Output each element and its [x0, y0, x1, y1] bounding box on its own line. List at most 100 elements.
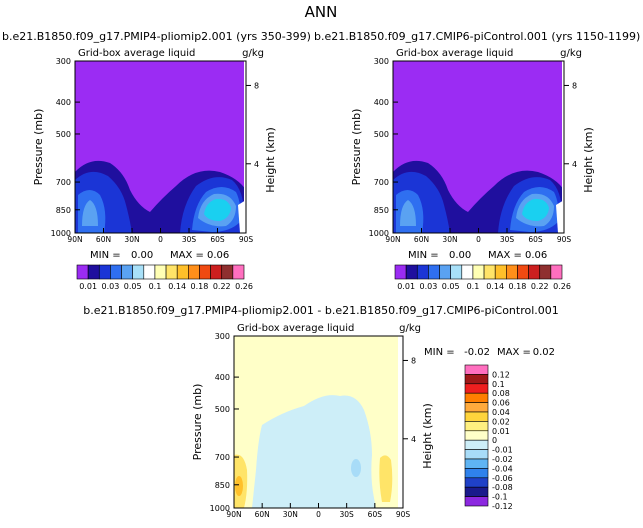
colorbar-swatch — [464, 477, 489, 488]
panel-title: b.e21.B1850.f09_g17.PMIP4-pliomip2.001 -… — [83, 304, 559, 317]
panel-subtitle: Grid-box average liquid — [237, 323, 354, 334]
colorbar-label: 0.01 — [79, 282, 97, 291]
colorbar-label: 0.14 — [168, 282, 186, 291]
colorbar-swatch — [464, 402, 489, 413]
colorbar-swatch — [464, 364, 489, 375]
colorbar-label: 0.03 — [101, 282, 119, 291]
x-tick-label: 90N — [67, 235, 82, 244]
colorbar-swatch — [483, 264, 496, 280]
x-tick-label: 90S — [239, 235, 254, 244]
x-tick-label: 30S — [500, 235, 515, 244]
colorbar-swatch — [464, 458, 489, 469]
min-label: MIN = — [408, 250, 439, 261]
min-value: -0.02 — [464, 347, 490, 358]
panel-picontrol: b.e21.B1850.f09_g17.CMIP6-piControl.001 … — [314, 30, 640, 291]
units-label: g/kg — [560, 48, 582, 59]
contour-pos-0.02 — [235, 476, 243, 496]
colorbar-swatch — [528, 264, 541, 280]
x-tick-label: 30S — [182, 235, 197, 244]
x-tick-label: 30N — [442, 235, 457, 244]
x-tick-label: 30N — [283, 510, 298, 519]
colorbar-swatch — [176, 264, 189, 280]
height-tick-label: 8 — [572, 81, 577, 90]
max-label: MAX = — [170, 250, 204, 261]
colorbar-label: 0.26 — [553, 282, 571, 291]
colorbar-swatch — [416, 264, 429, 280]
colorbar-swatch — [221, 264, 234, 280]
height-tick-label: 4 — [411, 435, 416, 444]
x-tick-label: 60S — [210, 235, 225, 244]
max-label: MAX = — [488, 250, 522, 261]
x-tick-label: 0 — [158, 235, 163, 244]
colorbar-label: -0.12 — [492, 502, 513, 511]
colorbar-swatch — [450, 264, 463, 280]
colorbar-swatch — [461, 264, 474, 280]
y-tick-label: 500 — [215, 405, 230, 414]
colorbar-label: 0.18 — [509, 282, 527, 291]
colorbar-swatch — [232, 264, 245, 280]
min-label: MIN = — [424, 347, 455, 358]
colorbar-label: 0.05 — [442, 282, 460, 291]
colorbar-swatch — [439, 264, 451, 280]
min-label: MIN = — [90, 250, 121, 261]
y-tick-label: 700 — [215, 453, 230, 462]
panel-subtitle: Grid-box average liquid — [396, 48, 513, 59]
missing-data — [244, 61, 246, 233]
colorbar-swatch — [464, 430, 489, 441]
colorbar-swatch — [154, 264, 167, 280]
colorbar-label: 0.01 — [492, 427, 510, 436]
colorbar-swatch — [472, 264, 485, 280]
height-tick-label: 8 — [254, 81, 259, 90]
colorbar-swatch — [464, 383, 489, 394]
colorbar-label: 0.06 — [492, 399, 510, 408]
colorbar-swatch — [121, 264, 133, 280]
x-tick-label: 60S — [528, 235, 543, 244]
colorbar-label: -0.06 — [492, 474, 513, 483]
colorbar-swatch — [464, 496, 489, 507]
colorbar-swatch — [188, 264, 200, 280]
colorbar-label: 0.04 — [492, 408, 510, 417]
x-tick-label: 90S — [557, 235, 572, 244]
colorbar-swatch — [76, 264, 89, 280]
field-plot — [234, 336, 403, 508]
colorbar-swatch — [87, 264, 100, 280]
colorbar-label: 0.02 — [492, 417, 510, 426]
height-tick-label: 8 — [411, 356, 416, 365]
contour-0.1 — [82, 200, 98, 226]
colorbar-swatch — [394, 264, 407, 280]
colorbar-swatch — [464, 392, 489, 403]
panel-pliomip2: b.e21.B1850.f09_g17.PMIP4-pliomip2.001 (… — [2, 30, 311, 291]
colorbar-label: 0.22 — [213, 282, 231, 291]
colorbar-label: 0 — [492, 436, 497, 445]
y-tick-label: 850 — [215, 481, 230, 490]
y-axis-label: Pressure (mb) — [191, 384, 204, 461]
missing-data — [398, 336, 403, 508]
missing-data — [238, 200, 246, 233]
colorbar-swatch — [199, 264, 211, 280]
colorbar-swatch — [165, 264, 178, 280]
colorbar-label: -0.01 — [492, 446, 513, 455]
max-value: 0.02 — [533, 347, 555, 358]
y2-axis-label: Height (km) — [421, 403, 434, 469]
x-tick-label: 90S — [396, 510, 411, 519]
x-tick-label: 0 — [316, 510, 321, 519]
y2-axis-label: Height (km) — [264, 127, 277, 193]
colorbar-swatch — [464, 421, 489, 432]
units-label: g/kg — [399, 323, 421, 334]
y2-axis-label: Height (km) — [582, 127, 595, 193]
y-tick-label: 400 — [374, 98, 389, 107]
panel-title: b.e21.B1850.f09_g17.CMIP6-piControl.001 … — [314, 30, 640, 43]
contour-neg-0.02 — [351, 459, 361, 477]
colorbar-label: 0.05 — [124, 282, 142, 291]
contour-0.1 — [400, 200, 416, 226]
colorbar-label: 0.18 — [191, 282, 209, 291]
y-tick-label: 300 — [56, 57, 71, 66]
colorbar-label: 0.22 — [531, 282, 549, 291]
colorbar-swatch — [143, 264, 156, 280]
contour-max — [204, 198, 231, 221]
height-tick-label: 4 — [254, 160, 259, 169]
y-tick-label: 300 — [215, 332, 230, 341]
colorbar-label: 0.03 — [419, 282, 437, 291]
colorbar-label: -0.08 — [492, 483, 513, 492]
